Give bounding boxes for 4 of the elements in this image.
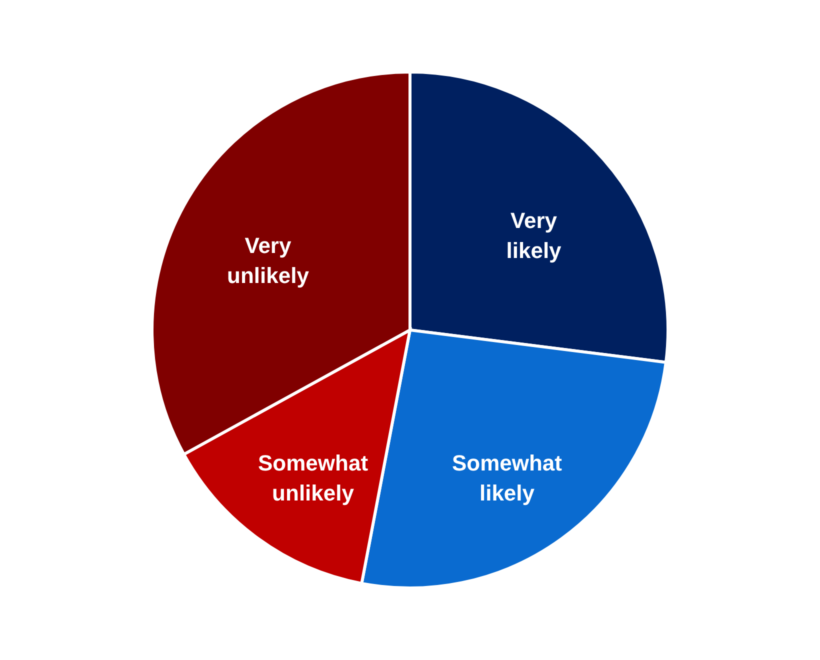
slice-label: Somewhat unlikely bbox=[258, 450, 369, 506]
slice-label: Somewhat likely bbox=[452, 450, 563, 506]
slice-label: Very likely bbox=[506, 208, 562, 263]
slice-label: Very unlikely bbox=[227, 233, 310, 288]
